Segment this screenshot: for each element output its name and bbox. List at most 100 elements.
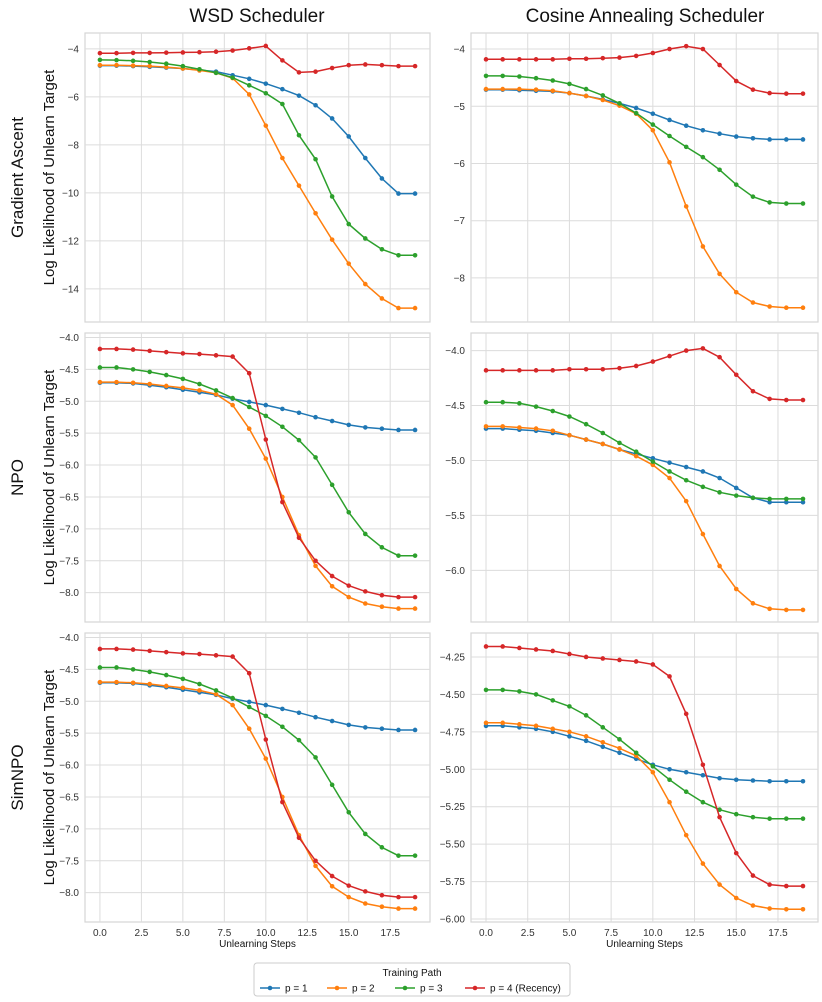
data-point	[346, 809, 352, 815]
data-point	[230, 75, 235, 80]
data-point	[750, 495, 756, 501]
data-point	[733, 485, 739, 491]
data-point	[246, 426, 252, 431]
data-point	[550, 726, 556, 732]
data-point	[683, 477, 689, 483]
data-point	[263, 43, 269, 49]
data-point	[396, 305, 401, 311]
y-tick-label: −5.5	[445, 511, 465, 522]
data-point	[667, 160, 672, 165]
data-point	[246, 92, 252, 97]
data-point	[263, 437, 269, 442]
series-p4	[97, 346, 418, 600]
data-point	[412, 252, 418, 258]
series-p2	[97, 379, 418, 611]
series-p4	[97, 43, 418, 75]
data-point	[767, 396, 772, 402]
data-point	[767, 606, 772, 612]
data-point	[583, 86, 589, 92]
data-point	[600, 97, 606, 103]
data-point	[180, 376, 186, 382]
data-point	[114, 379, 119, 385]
y-tick-label: −12	[62, 236, 79, 247]
data-point	[683, 348, 689, 353]
data-point	[346, 261, 352, 266]
data-point	[517, 368, 522, 373]
data-point	[767, 778, 772, 784]
data-point	[396, 606, 401, 611]
data-point	[750, 135, 756, 141]
data-point	[147, 648, 152, 654]
data-point	[230, 702, 235, 708]
data-point	[583, 654, 589, 660]
y-axis-label: Log Likelihood of Unlearn Target	[41, 69, 58, 286]
data-point	[230, 695, 235, 701]
series-p3	[97, 57, 418, 258]
data-point	[483, 86, 489, 92]
series-line	[486, 88, 803, 141]
data-point	[683, 43, 689, 49]
data-point	[246, 46, 252, 51]
data-point	[717, 475, 722, 481]
data-point	[263, 456, 269, 461]
data-point	[329, 482, 335, 488]
data-point	[263, 81, 269, 86]
data-point	[346, 62, 352, 68]
data-point	[567, 734, 572, 739]
data-point	[733, 850, 739, 856]
data-point	[717, 563, 722, 569]
data-point	[650, 462, 656, 468]
data-point	[180, 63, 186, 69]
data-point	[483, 368, 489, 373]
data-point	[500, 73, 505, 79]
data-point	[583, 713, 589, 718]
data-point	[280, 101, 285, 107]
data-point	[329, 573, 335, 579]
data-point	[114, 57, 119, 63]
data-point	[346, 894, 352, 900]
data-point	[667, 460, 672, 465]
x-tick-label: 10.0	[256, 928, 276, 939]
data-point	[180, 50, 186, 55]
legend-label: p = 4 (Recency)	[490, 984, 561, 995]
data-point	[114, 665, 119, 670]
data-point	[767, 499, 772, 505]
data-point	[717, 807, 722, 812]
data-point	[130, 680, 136, 686]
data-point	[650, 50, 656, 56]
data-point	[412, 894, 418, 900]
data-point	[800, 201, 806, 206]
data-point	[633, 453, 639, 459]
x-tick-label: 12.5	[685, 928, 705, 939]
data-point	[650, 459, 656, 464]
plot-area	[470, 332, 819, 623]
data-point	[784, 499, 789, 505]
data-point	[180, 651, 186, 656]
data-point	[533, 57, 539, 62]
data-point	[683, 711, 689, 717]
data-point	[683, 123, 689, 129]
data-point	[700, 861, 706, 866]
data-point	[230, 354, 235, 359]
panel-simnpo-wsd: 0.0 2.5 5.0 7.5 10.0 12.5 15.0 17.5 −4.0 −4.5 −5.0…	[8, 632, 431, 950]
y-tick-label: −7.0	[59, 524, 79, 535]
data-point	[483, 720, 489, 726]
data-point	[717, 490, 722, 495]
series-line	[99, 64, 416, 309]
panel-simnpo-cosine: 0.0 2.5 5.0 7.5 10.0 12.5 15.0 17.5 −4.25 −4.50 −4…	[440, 632, 819, 950]
legend-label: p = 3	[420, 984, 443, 995]
data-point	[329, 873, 335, 879]
data-point	[500, 720, 505, 726]
data-point	[379, 246, 385, 252]
data-point	[197, 49, 202, 55]
data-point	[750, 194, 756, 199]
data-point	[650, 763, 656, 769]
y-tick-label: −5.5	[59, 429, 79, 440]
data-point	[280, 424, 285, 430]
series-line	[486, 88, 803, 309]
data-point	[213, 691, 219, 697]
series-line	[486, 689, 803, 820]
y-tick-label: −7.5	[59, 856, 79, 867]
y-axis-label: Log Likelihood of Unlearn Target	[41, 669, 58, 886]
data-point	[246, 704, 252, 710]
